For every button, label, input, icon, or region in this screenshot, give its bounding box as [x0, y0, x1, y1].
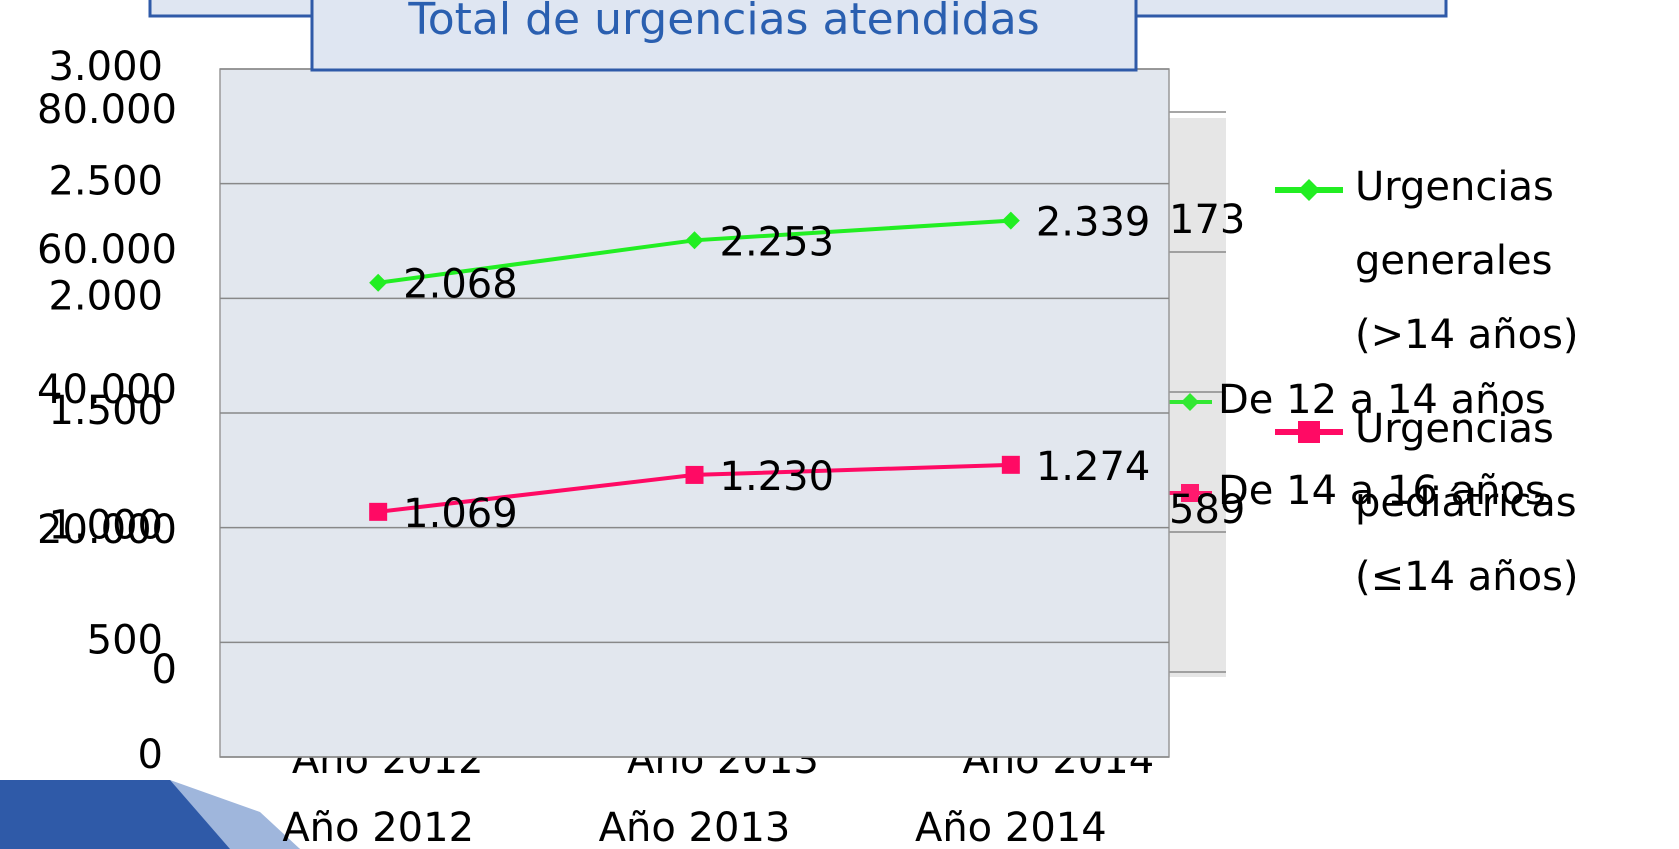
- x-tick-label: Año 2013: [599, 805, 791, 849]
- data-label: 2.339: [1036, 200, 1151, 246]
- y-tick-label: 1.000: [48, 503, 163, 549]
- y-tick-label: 80.000: [37, 87, 177, 133]
- y-tick-label: 60.000: [37, 227, 177, 273]
- y-tick-label: 500: [87, 617, 163, 663]
- annotation: 589: [1169, 487, 1245, 533]
- y-tick-label: 2.500: [48, 159, 163, 205]
- x-tick-label: Año 2012: [282, 805, 474, 849]
- slide: Año 2012Año 2013Año 2014020.00040.00060.…: [0, 0, 1679, 849]
- legend-label: Urgencias generales (>14 años): [1355, 150, 1625, 372]
- data-label: 1.230: [720, 454, 835, 500]
- annotation: 173: [1169, 197, 1245, 243]
- data-label: 2.068: [403, 262, 518, 308]
- data-label: 1.069: [403, 491, 518, 537]
- data-label: 1.274: [1036, 444, 1151, 490]
- data-label: 2.253: [720, 219, 835, 265]
- chart-title: Total de urgencias atendidas: [407, 0, 1039, 45]
- marker: [1002, 456, 1020, 474]
- x-tick-label: Año 2014: [915, 805, 1107, 849]
- marker: [686, 466, 704, 484]
- marker: [1298, 179, 1320, 201]
- y-tick-label: 3.000: [48, 44, 163, 90]
- y-tick-label: 2.000: [48, 273, 163, 319]
- legend-label: Urgencias pediátricas (≤14 años): [1355, 392, 1625, 614]
- y-tick-label: 0: [138, 732, 163, 778]
- y-tick-label: 1.500: [48, 388, 163, 434]
- marker: [1298, 421, 1320, 443]
- marker: [369, 503, 387, 521]
